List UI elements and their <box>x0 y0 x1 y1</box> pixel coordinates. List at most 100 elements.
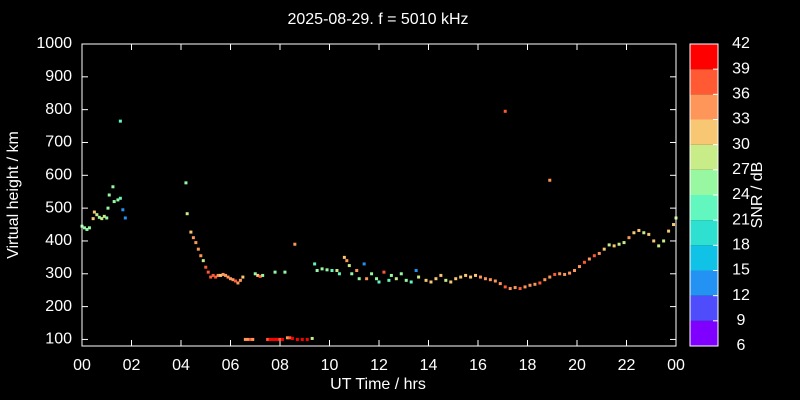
point <box>214 275 218 279</box>
point <box>617 242 621 246</box>
point <box>528 283 532 287</box>
point <box>320 267 324 271</box>
point <box>261 273 265 277</box>
x-tick-label: 22 <box>618 357 636 374</box>
point <box>278 337 282 341</box>
point <box>597 251 601 255</box>
x-tick-label: 18 <box>519 357 537 374</box>
point <box>394 277 398 281</box>
point <box>602 247 606 251</box>
point <box>102 214 106 218</box>
point <box>518 287 522 291</box>
point <box>97 215 101 219</box>
point <box>268 337 272 341</box>
point <box>548 275 552 279</box>
colorbar-band <box>690 220 718 246</box>
point <box>632 231 636 235</box>
point <box>483 277 487 281</box>
point <box>118 196 122 200</box>
point <box>563 272 567 276</box>
point <box>325 268 329 272</box>
point <box>185 212 189 216</box>
point <box>241 275 245 279</box>
point <box>424 278 428 282</box>
point <box>365 277 369 281</box>
point <box>305 337 309 341</box>
point <box>642 231 646 235</box>
y-tick-label: 800 <box>45 101 72 118</box>
point <box>253 272 257 276</box>
colorbar-tick-label: 33 <box>732 111 750 128</box>
point <box>92 210 96 214</box>
point <box>300 337 304 341</box>
point <box>503 109 507 113</box>
point <box>196 247 200 251</box>
y-tick-label: 200 <box>45 298 72 315</box>
x-tick-label: 02 <box>123 357 141 374</box>
x-tick-label: 16 <box>469 357 487 374</box>
y-tick-label: 100 <box>45 331 72 348</box>
point <box>256 273 260 277</box>
point <box>548 178 552 182</box>
colorbar-band <box>690 69 718 95</box>
colorbar-tick-label: 36 <box>732 86 750 103</box>
colorbar-band <box>690 245 718 271</box>
point <box>236 281 240 285</box>
point <box>216 273 220 277</box>
point <box>568 271 572 275</box>
point <box>652 239 656 243</box>
colorbar-tick-label: 6 <box>737 337 746 354</box>
point <box>488 278 492 282</box>
point <box>667 229 671 233</box>
point <box>508 287 512 291</box>
colorbar-band <box>690 295 718 321</box>
point <box>211 273 215 277</box>
point <box>543 278 547 282</box>
point <box>375 277 379 281</box>
point <box>199 254 203 258</box>
point <box>553 272 557 276</box>
point <box>123 216 127 220</box>
colorbar-band <box>690 270 718 296</box>
colorbar-label: SNR / dB <box>749 162 766 229</box>
point <box>106 206 110 210</box>
point <box>434 277 438 281</box>
point <box>116 198 120 202</box>
point <box>414 269 418 272</box>
point <box>271 337 275 341</box>
point <box>404 278 408 282</box>
point <box>478 275 482 279</box>
colorbar-tick-label: 9 <box>737 312 746 329</box>
point <box>290 336 294 340</box>
point <box>209 275 213 279</box>
point <box>285 336 289 340</box>
colorbar-tick-label: 18 <box>732 237 750 254</box>
point <box>118 119 122 123</box>
y-tick-label: 600 <box>45 167 72 184</box>
point <box>362 262 366 266</box>
y-tick-label: 500 <box>45 199 72 216</box>
point <box>248 337 252 341</box>
point <box>107 193 111 197</box>
y-tick-label: 300 <box>45 265 72 282</box>
point <box>342 255 346 259</box>
colorbar-tick-label: 15 <box>732 262 750 279</box>
point <box>121 208 125 212</box>
point <box>523 285 527 289</box>
colorbar-tick-label: 30 <box>732 136 750 153</box>
point <box>85 227 89 231</box>
point <box>607 243 611 247</box>
point <box>293 242 297 246</box>
point <box>95 213 99 217</box>
colorbar-tick-label: 21 <box>732 211 750 228</box>
y-tick-label: 400 <box>45 232 72 249</box>
point <box>627 236 631 240</box>
point <box>647 232 651 236</box>
point <box>194 241 198 245</box>
point <box>498 282 502 286</box>
y-axis-label: Virtual height / km <box>5 131 22 259</box>
point <box>191 236 195 240</box>
point <box>587 257 591 261</box>
point <box>474 273 478 277</box>
x-tick-label: 20 <box>568 357 586 374</box>
